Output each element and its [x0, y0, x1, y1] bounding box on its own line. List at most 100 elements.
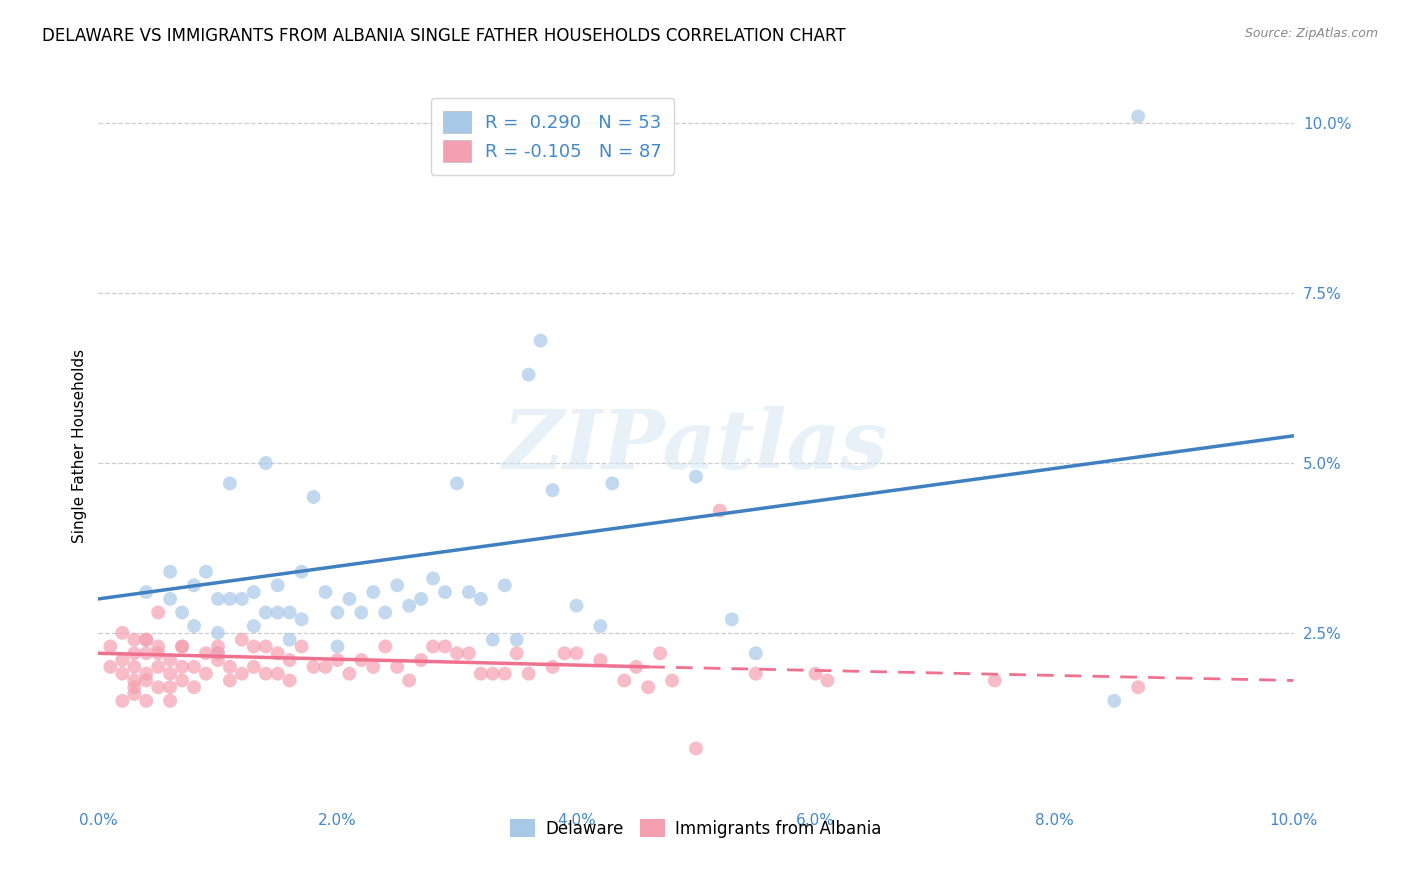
Point — [254, 606, 277, 620]
Point — [254, 666, 277, 681]
Point — [315, 660, 337, 674]
Point — [291, 640, 314, 654]
Point — [159, 694, 181, 708]
Point — [446, 646, 468, 660]
Point — [195, 565, 218, 579]
Point — [721, 612, 744, 626]
Point — [111, 653, 134, 667]
Point — [302, 490, 325, 504]
Point — [195, 666, 218, 681]
Point — [350, 653, 373, 667]
Point — [98, 660, 122, 674]
Point — [135, 632, 157, 647]
Point — [267, 666, 290, 681]
Point — [589, 653, 612, 667]
Point — [661, 673, 683, 688]
Point — [135, 666, 157, 681]
Point — [148, 646, 170, 660]
Point — [589, 619, 612, 633]
Point — [159, 591, 181, 606]
Point — [207, 640, 229, 654]
Point — [148, 660, 170, 674]
Point — [183, 680, 205, 694]
Point — [350, 606, 373, 620]
Point — [231, 666, 253, 681]
Point — [446, 476, 468, 491]
Point — [172, 606, 194, 620]
Point — [745, 646, 768, 660]
Point — [159, 565, 181, 579]
Text: DELAWARE VS IMMIGRANTS FROM ALBANIA SINGLE FATHER HOUSEHOLDS CORRELATION CHART: DELAWARE VS IMMIGRANTS FROM ALBANIA SING… — [42, 27, 846, 45]
Point — [148, 606, 170, 620]
Point — [458, 646, 481, 660]
Point — [434, 585, 457, 599]
Point — [326, 606, 349, 620]
Point — [267, 578, 290, 592]
Point — [458, 585, 481, 599]
Point — [482, 632, 505, 647]
Point — [231, 591, 253, 606]
Point — [124, 673, 146, 688]
Legend: Delaware, Immigrants from Albania: Delaware, Immigrants from Albania — [503, 813, 889, 845]
Y-axis label: Single Father Households: Single Father Households — [72, 349, 87, 543]
Point — [219, 476, 242, 491]
Point — [374, 640, 396, 654]
Point — [315, 585, 337, 599]
Point — [374, 606, 396, 620]
Point — [398, 599, 420, 613]
Point — [207, 591, 229, 606]
Point — [650, 646, 672, 660]
Point — [124, 687, 146, 701]
Point — [541, 660, 564, 674]
Point — [745, 666, 768, 681]
Text: Source: ZipAtlas.com: Source: ZipAtlas.com — [1244, 27, 1378, 40]
Point — [172, 673, 194, 688]
Point — [278, 606, 301, 620]
Point — [1104, 694, 1126, 708]
Point — [411, 591, 433, 606]
Point — [135, 673, 157, 688]
Point — [398, 673, 420, 688]
Point — [291, 612, 314, 626]
Point — [637, 680, 659, 694]
Point — [254, 456, 277, 470]
Point — [339, 591, 361, 606]
Point — [554, 646, 576, 660]
Point — [124, 646, 146, 660]
Point — [124, 680, 146, 694]
Point — [172, 640, 194, 654]
Point — [494, 666, 516, 681]
Point — [626, 660, 648, 674]
Point — [124, 632, 146, 647]
Point — [219, 660, 242, 674]
Point — [159, 653, 181, 667]
Point — [183, 578, 205, 592]
Point — [195, 646, 218, 660]
Point — [278, 673, 301, 688]
Point — [685, 469, 707, 483]
Point — [254, 640, 277, 654]
Point — [243, 660, 266, 674]
Point — [339, 666, 361, 681]
Point — [506, 646, 529, 660]
Point — [470, 591, 492, 606]
Point — [506, 632, 529, 647]
Point — [482, 666, 505, 681]
Point — [291, 565, 314, 579]
Point — [243, 640, 266, 654]
Point — [422, 572, 444, 586]
Point — [422, 640, 444, 654]
Point — [243, 585, 266, 599]
Point — [159, 666, 181, 681]
Point — [530, 334, 553, 348]
Point — [267, 646, 290, 660]
Point — [219, 673, 242, 688]
Point — [172, 640, 194, 654]
Text: ZIPatlas: ZIPatlas — [503, 406, 889, 486]
Point — [219, 591, 242, 606]
Point — [385, 578, 409, 592]
Point — [278, 653, 301, 667]
Point — [172, 660, 194, 674]
Point — [326, 640, 349, 654]
Point — [207, 653, 229, 667]
